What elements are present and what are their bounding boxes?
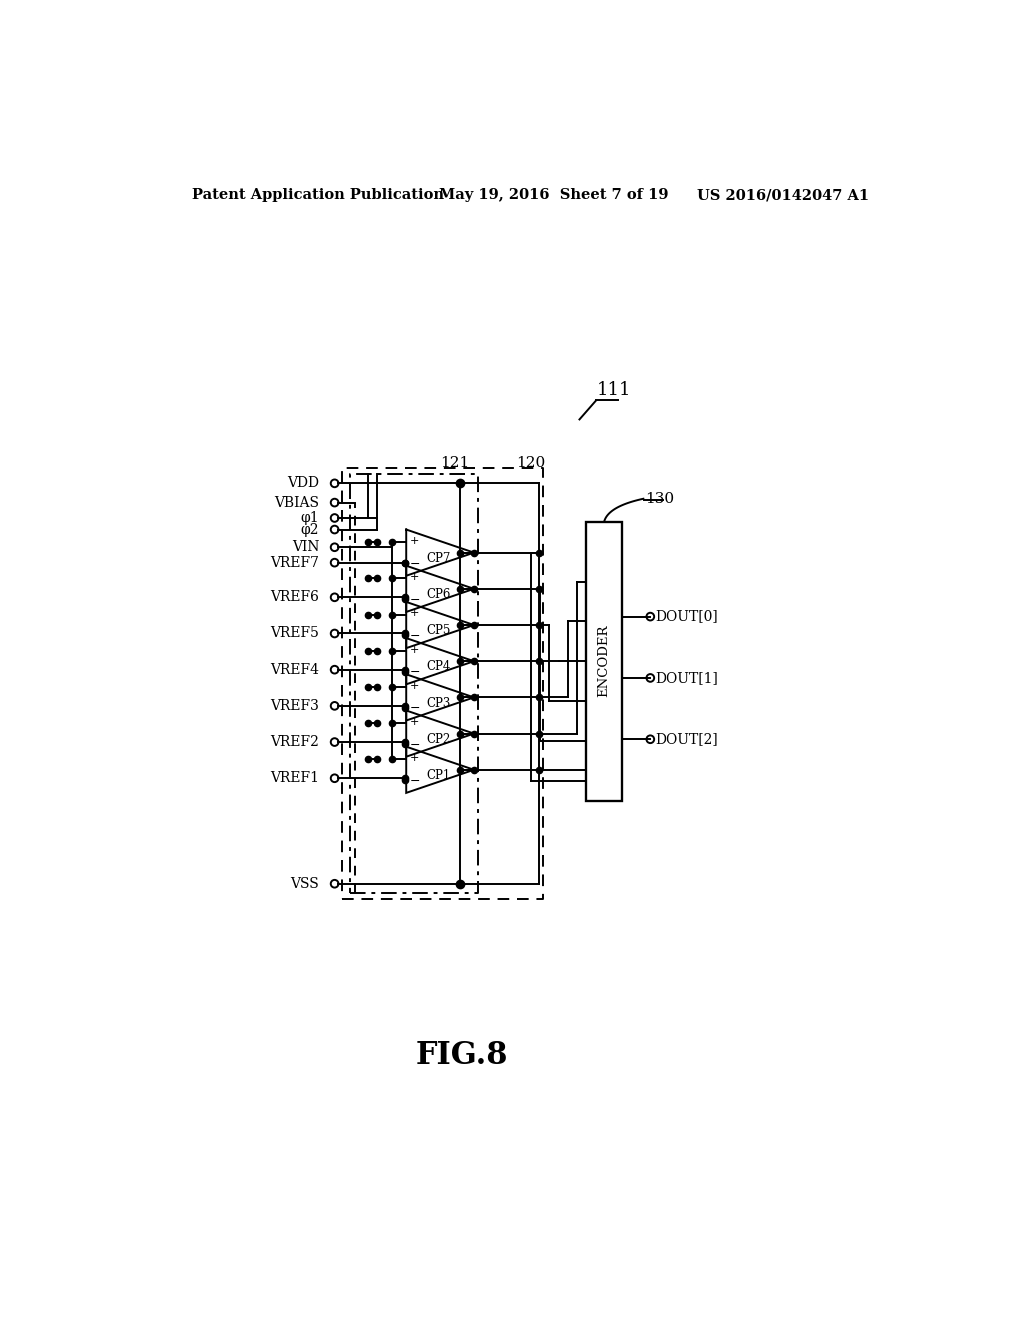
Text: CP1: CP1 xyxy=(426,770,451,781)
Text: DOUT[0]: DOUT[0] xyxy=(655,610,719,623)
Text: +: + xyxy=(410,573,419,582)
Text: DOUT[2]: DOUT[2] xyxy=(655,733,719,746)
Text: φ2: φ2 xyxy=(301,523,319,536)
Text: Patent Application Publication: Patent Application Publication xyxy=(193,189,444,202)
Text: φ1: φ1 xyxy=(301,511,319,525)
Text: VREF3: VREF3 xyxy=(270,698,319,713)
Text: 111: 111 xyxy=(596,381,631,400)
Text: +: + xyxy=(410,536,419,546)
Text: +: + xyxy=(410,681,419,690)
Text: CP6: CP6 xyxy=(426,589,451,601)
Text: CP4: CP4 xyxy=(426,660,451,673)
Text: 120: 120 xyxy=(516,457,546,470)
Text: FIG.8: FIG.8 xyxy=(416,1040,508,1071)
Text: VIN: VIN xyxy=(292,540,319,554)
Text: VREF6: VREF6 xyxy=(270,590,319,605)
Text: 130: 130 xyxy=(645,492,674,506)
Text: −: − xyxy=(410,702,420,715)
Text: CP2: CP2 xyxy=(426,733,451,746)
Text: CP7: CP7 xyxy=(426,552,451,565)
Text: +: + xyxy=(410,609,419,619)
Bar xyxy=(587,521,622,800)
Text: US 2016/0142047 A1: US 2016/0142047 A1 xyxy=(696,189,868,202)
Text: VREF1: VREF1 xyxy=(270,771,319,785)
Text: +: + xyxy=(410,644,419,655)
Text: May 19, 2016  Sheet 7 of 19: May 19, 2016 Sheet 7 of 19 xyxy=(438,189,668,202)
Text: −: − xyxy=(410,594,420,607)
Text: VSS: VSS xyxy=(291,876,319,891)
Text: VREF2: VREF2 xyxy=(270,735,319,748)
Text: VREF4: VREF4 xyxy=(270,663,319,677)
Text: VBIAS: VBIAS xyxy=(274,495,319,510)
Text: VREF7: VREF7 xyxy=(270,556,319,570)
Text: DOUT[1]: DOUT[1] xyxy=(655,671,719,685)
Text: −: − xyxy=(410,739,420,751)
Text: −: − xyxy=(410,775,420,788)
Text: VDD: VDD xyxy=(287,477,319,490)
Text: +: + xyxy=(410,754,419,763)
Text: +: + xyxy=(410,717,419,727)
Text: 121: 121 xyxy=(440,457,469,470)
Text: VREF5: VREF5 xyxy=(270,627,319,640)
Text: −: − xyxy=(410,557,420,570)
Text: CP3: CP3 xyxy=(426,697,451,710)
Text: CP5: CP5 xyxy=(426,624,451,638)
Text: −: − xyxy=(410,630,420,643)
Text: ENCODER: ENCODER xyxy=(598,624,610,697)
Text: −: − xyxy=(410,667,420,680)
